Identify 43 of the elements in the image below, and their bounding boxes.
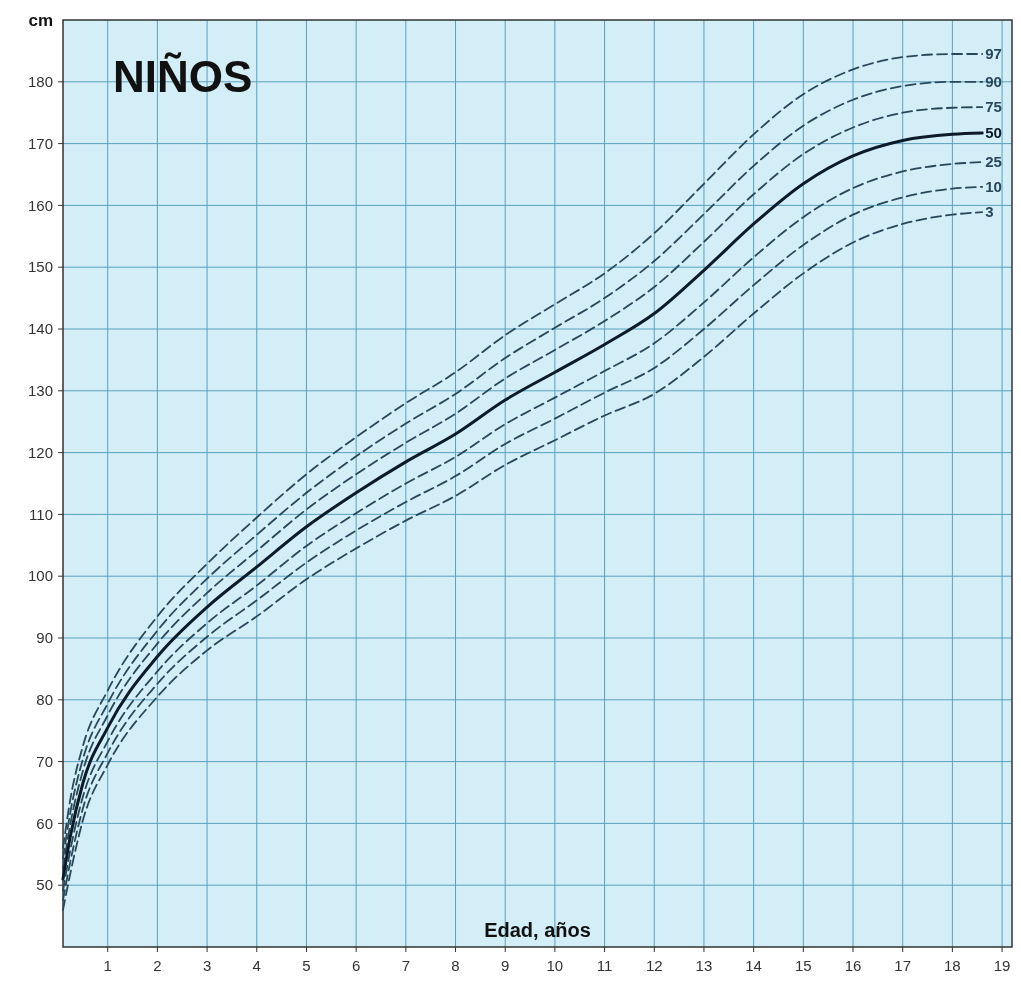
y-tick-label: 50 (36, 876, 53, 894)
x-tick-label: 15 (794, 957, 812, 974)
series-label: 75 (985, 98, 1002, 116)
y-tick-label: 160 (27, 196, 53, 214)
series-label: 3 (985, 203, 994, 221)
series-label: 10 (985, 178, 1002, 196)
x-tick-label: 13 (695, 957, 713, 974)
x-tick-label: 16 (844, 957, 862, 974)
series-label: 50 (985, 124, 1002, 142)
series-label: 25 (985, 153, 1002, 171)
x-tick-label: 12 (645, 957, 663, 974)
x-tick-label: 17 (894, 957, 912, 974)
x-tick-label: 5 (302, 957, 311, 974)
x-tick-label: 10 (546, 957, 564, 974)
y-tick-label: 170 (27, 134, 53, 152)
y-tick-label: 130 (27, 382, 53, 400)
y-tick-label: 100 (27, 567, 53, 585)
x-tick-label: 7 (401, 957, 410, 974)
x-tick-label: 19 (993, 957, 1011, 974)
text: NIÑOS (113, 52, 253, 101)
y-tick-label: 110 (29, 505, 53, 523)
y-tick-label: 70 (36, 752, 53, 770)
y-tick-label: 140 (27, 320, 53, 338)
x-tick-label: 9 (501, 957, 510, 974)
y-tick-label: 150 (27, 258, 53, 276)
x-tick-label: 6 (351, 957, 361, 974)
x-tick-label: 4 (252, 957, 261, 974)
y-tick-label: 80 (36, 691, 53, 709)
x-tick-label: 11 (596, 957, 613, 974)
y-tick-label: 180 (27, 73, 53, 91)
x-tick-label: 1 (103, 957, 112, 974)
series-label: 97 (985, 45, 1002, 63)
x-tick-label: 18 (944, 957, 961, 974)
series-label: 90 (985, 73, 1002, 91)
y-axis-title: cm (28, 11, 53, 30)
x-tick-label: 14 (745, 957, 762, 974)
x-axis-title: Edad, años (484, 919, 591, 941)
y-tick-label: 120 (27, 443, 53, 461)
y-tick-label: 60 (36, 814, 53, 832)
x-tick-label: 8 (451, 957, 460, 974)
x-tick-label: 2 (153, 957, 162, 974)
y-tick-label: 90 (36, 629, 53, 647)
x-tick-label: 3 (202, 957, 212, 974)
